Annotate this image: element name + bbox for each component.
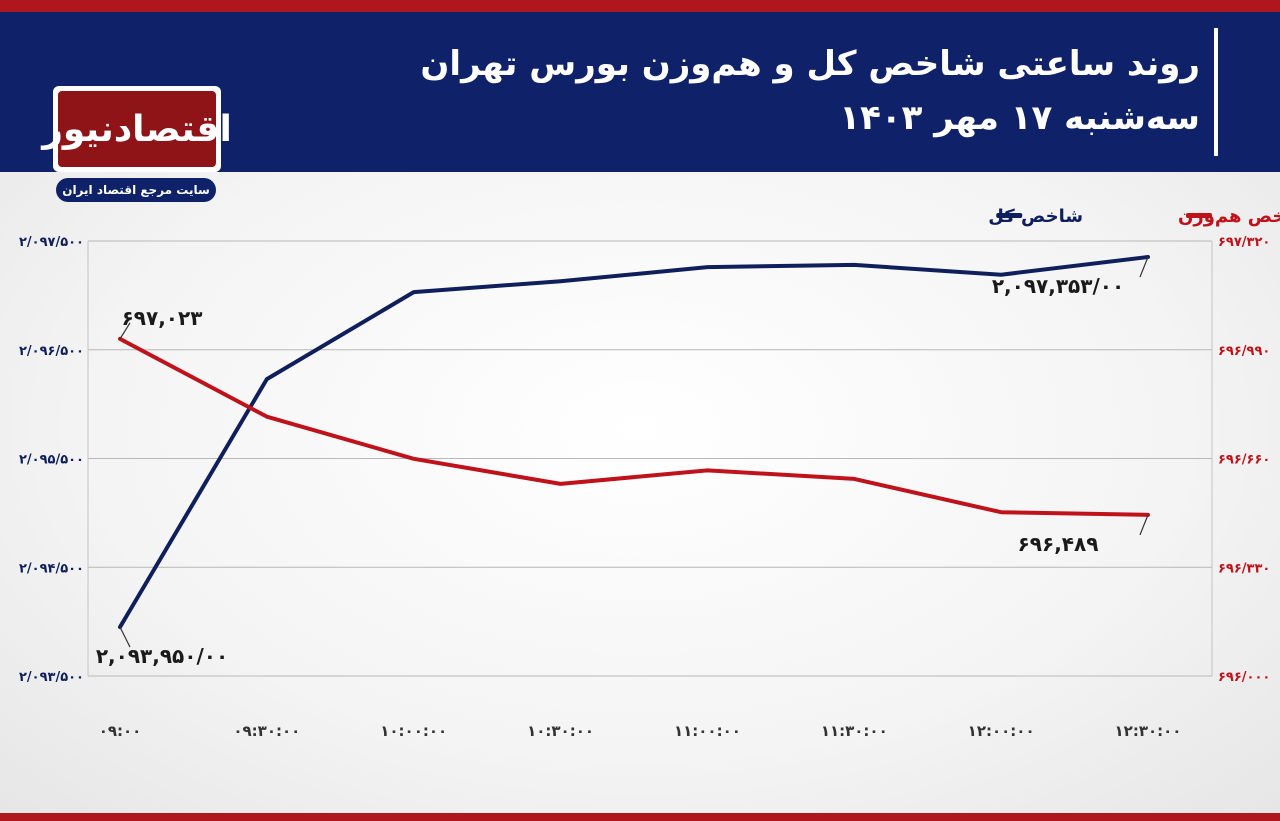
data-label: ۶۹۶,۴۸۹ [1018, 532, 1099, 556]
chart-subtitle: سه‌شنبه ۱۷ مهر ۱۴۰۳ [839, 98, 1200, 138]
data-label: ۲,۰۹۷,۳۵۳/۰۰ [992, 274, 1124, 298]
brand-tagline: سایت مرجع اقتصاد ایران [56, 178, 216, 202]
top-accent-bar [0, 0, 1280, 12]
x-tick-label: ۱۱:۰۰:۰۰ [674, 722, 741, 740]
header-divider [1214, 28, 1218, 156]
grid-lines [88, 240, 1212, 677]
legend: شاخص هم‌وزن شاخص کل [988, 206, 1280, 227]
data-label-leader [1139, 256, 1149, 278]
x-tick-label: ۱۲:۰۰:۰۰ [968, 722, 1035, 740]
data-label: ۲,۰۹۳,۹۵۰/۰۰ [96, 644, 228, 668]
chart-title: روند ساعتی شاخص کل و هم‌وزن بورس تهران [420, 44, 1200, 84]
legend-swatch [996, 213, 1023, 218]
data-label-leader [119, 322, 131, 340]
x-tick-label: ۱۱:۳۰:۰۰ [821, 722, 888, 740]
series-lines [118, 254, 1150, 630]
series-line-total-index [118, 254, 1150, 630]
data-label-leader [119, 626, 131, 648]
axes: ۲/۰۹۳/۵۰۰ ۲/۰۹۴/۵۰۰ ۲/۰۹۵/۵۰۰ ۲/۰۹۶/۵۰۰ ۲/۰۹… [19, 235, 1270, 740]
data-label-leader [1139, 514, 1149, 536]
x-tick-label: ۰۹:۳۰:۰۰ [233, 722, 300, 740]
x-tick-label: ۰۹:۰۰ [99, 722, 142, 740]
brand-logo: اقتصادنیوز [42, 86, 232, 172]
data-label: ۶۹۷,۰۲۳ [122, 306, 203, 330]
x-tick-label: ۱۰:۳۰:۰۰ [527, 722, 594, 740]
series-line-equal-weight-index [118, 336, 1150, 517]
y-left-tick-label: ۲/۰۹۷/۵۰۰ [19, 235, 84, 250]
y-right-tick-label: ۶۹۶/۶۶۰ [1218, 453, 1270, 468]
legend-label: شاخص هم‌وزن [1178, 206, 1280, 227]
y-left-tick-label: ۲/۰۹۳/۵۰۰ [19, 670, 84, 685]
y-right-tick-label: ۶۹۶/۰۰۰ [1218, 670, 1270, 685]
legend-label: شاخص کل [988, 206, 1083, 227]
y-left-tick-label: ۲/۰۹۵/۵۰۰ [19, 453, 84, 468]
legend-swatch [1186, 213, 1212, 218]
brand-logo-text: اقتصادنیوز [42, 91, 232, 167]
bottom-accent-bar [0, 813, 1280, 821]
x-tick-label: ۱۲:۳۰:۰۰ [1115, 722, 1182, 740]
y-left-tick-label: ۲/۰۹۶/۵۰۰ [19, 344, 84, 359]
x-tick-label: ۱۰:۰۰:۰۰ [380, 722, 447, 740]
y-left-tick-label: ۲/۰۹۴/۵۰۰ [19, 561, 84, 576]
y-right-tick-label: ۶۹۷/۳۲۰ [1218, 235, 1270, 250]
data-labels: ۶۹۷,۰۲۳ ۶۹۶,۴۸۹ ۲,۰۹۳,۹۵۰/۰۰ ۲,۰۹۷,۳۵۳/۰۰ [96, 256, 1149, 668]
y-right-tick-label: ۶۹۶/۳۳۰ [1218, 561, 1270, 576]
y-right-tick-label: ۶۹۶/۹۹۰ [1218, 344, 1270, 359]
chart-background [0, 172, 1280, 813]
